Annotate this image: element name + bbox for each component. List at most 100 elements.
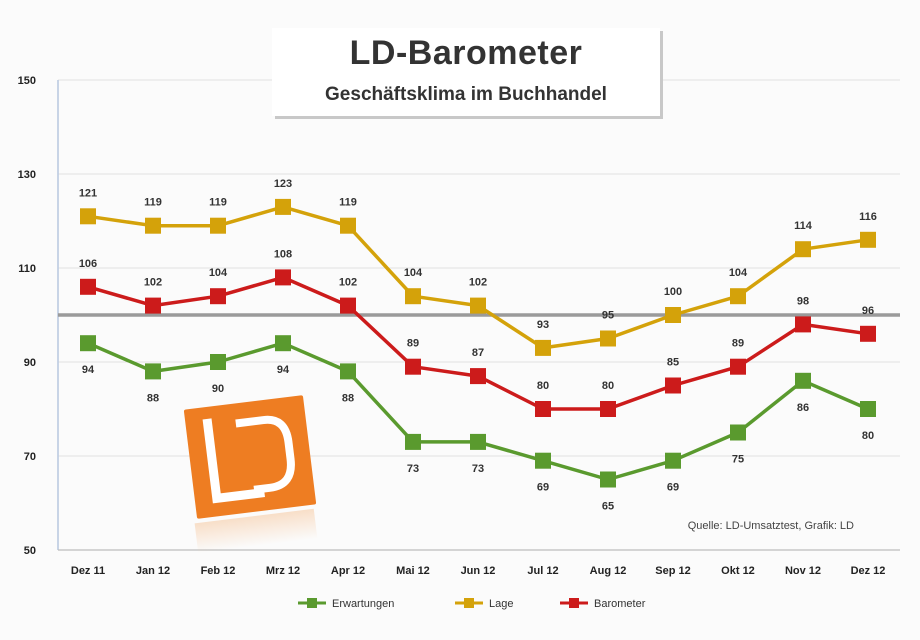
x-tick-label: Nov 12 — [785, 565, 821, 577]
data-label: 102 — [144, 277, 162, 289]
data-label: 104 — [209, 267, 228, 279]
data-label: 104 — [729, 267, 748, 279]
data-label: 65 — [602, 501, 614, 513]
x-tick-label: Jan 12 — [136, 565, 170, 577]
series-line-barometer — [87, 275, 869, 411]
data-point — [860, 401, 876, 417]
data-label: 80 — [602, 380, 614, 392]
x-tick-label: Mai 12 — [396, 565, 430, 577]
data-point — [145, 297, 161, 314]
data-label: 73 — [472, 463, 484, 475]
data-point — [80, 335, 96, 352]
data-label: 86 — [797, 402, 809, 414]
data-point — [600, 471, 616, 488]
data-point — [210, 288, 226, 305]
source-note: Quelle: LD-Umsatztest, Grafik: LD — [687, 520, 854, 532]
data-point — [535, 401, 551, 417]
data-label: 93 — [537, 319, 549, 331]
data-point — [795, 316, 811, 333]
data-point — [275, 335, 291, 352]
data-point — [405, 433, 421, 450]
y-tick-label: 50 — [24, 545, 36, 557]
data-point — [470, 433, 486, 450]
data-point — [665, 377, 681, 394]
data-point — [795, 241, 811, 258]
data-point — [795, 372, 811, 389]
data-point — [405, 288, 421, 305]
data-label: 114 — [794, 220, 813, 232]
data-label: 102 — [339, 277, 357, 289]
y-tick-label: 130 — [18, 169, 36, 181]
data-point — [535, 452, 551, 469]
data-label: 102 — [469, 277, 487, 289]
y-tick-label: 150 — [18, 75, 36, 87]
data-label: 80 — [537, 380, 549, 392]
x-tick-label: Jun 12 — [461, 565, 496, 577]
data-point — [405, 358, 421, 375]
data-label: 104 — [404, 267, 423, 279]
data-label: 116 — [859, 211, 877, 223]
legend-label: Lage — [489, 598, 513, 610]
data-point — [860, 325, 876, 342]
data-label: 96 — [862, 305, 874, 317]
data-label: 121 — [79, 187, 97, 199]
data-label: 87 — [472, 347, 484, 359]
data-point — [600, 401, 616, 417]
data-label: 90 — [212, 383, 224, 395]
x-tick-label: Dez 12 — [851, 565, 886, 577]
x-tick-label: Sep 12 — [655, 565, 690, 577]
data-label: 85 — [667, 357, 679, 369]
data-point — [145, 217, 161, 234]
y-tick-label: 90 — [24, 357, 36, 369]
chart-title: LD-Barometer — [349, 34, 583, 72]
data-point — [860, 231, 876, 248]
data-point — [600, 330, 616, 347]
data-label: 88 — [147, 392, 159, 404]
legend-swatch-marker — [307, 598, 317, 608]
data-label: 89 — [407, 338, 419, 350]
data-point — [730, 424, 746, 441]
data-point — [80, 278, 96, 295]
data-label: 73 — [407, 463, 419, 475]
data-label: 100 — [664, 286, 682, 298]
data-label: 98 — [797, 295, 809, 307]
data-point — [210, 354, 226, 370]
data-point — [665, 307, 681, 323]
data-label: 69 — [667, 482, 679, 494]
data-point — [730, 358, 746, 375]
data-label: 123 — [274, 178, 292, 190]
x-tick-label: Apr 12 — [331, 565, 365, 577]
legend-swatch-marker — [569, 598, 579, 608]
ld-logo — [183, 395, 317, 519]
data-label: 88 — [342, 392, 354, 404]
data-point — [210, 217, 226, 234]
data-label: 119 — [144, 197, 162, 209]
data-label: 119 — [339, 197, 357, 209]
data-label: 94 — [277, 364, 290, 376]
data-point — [535, 339, 551, 356]
y-tick-label: 70 — [24, 451, 36, 463]
y-tick-label: 110 — [18, 263, 36, 275]
data-point — [730, 288, 746, 305]
x-tick-label: Okt 12 — [721, 565, 755, 577]
data-point — [340, 297, 356, 314]
chart-subtitle: Geschäftsklima im Buchhandel — [325, 84, 607, 105]
legend-swatch-marker — [464, 598, 474, 608]
data-point — [340, 363, 356, 380]
legend-label: Barometer — [594, 598, 646, 610]
data-label: 108 — [274, 248, 292, 260]
x-tick-label: Aug 12 — [590, 565, 627, 577]
data-point — [340, 217, 356, 234]
x-tick-label: Jul 12 — [527, 565, 558, 577]
data-point — [80, 208, 96, 225]
data-label: 94 — [82, 364, 95, 376]
data-label: 75 — [732, 454, 744, 466]
data-label: 95 — [602, 310, 614, 322]
data-label: 106 — [79, 258, 97, 270]
data-label: 80 — [862, 430, 874, 442]
title-box: LD-Barometer Geschäftsklima im Buchhande… — [272, 28, 660, 116]
x-tick-label: Mrz 12 — [266, 565, 300, 577]
ld-logo-glyph — [202, 415, 295, 504]
